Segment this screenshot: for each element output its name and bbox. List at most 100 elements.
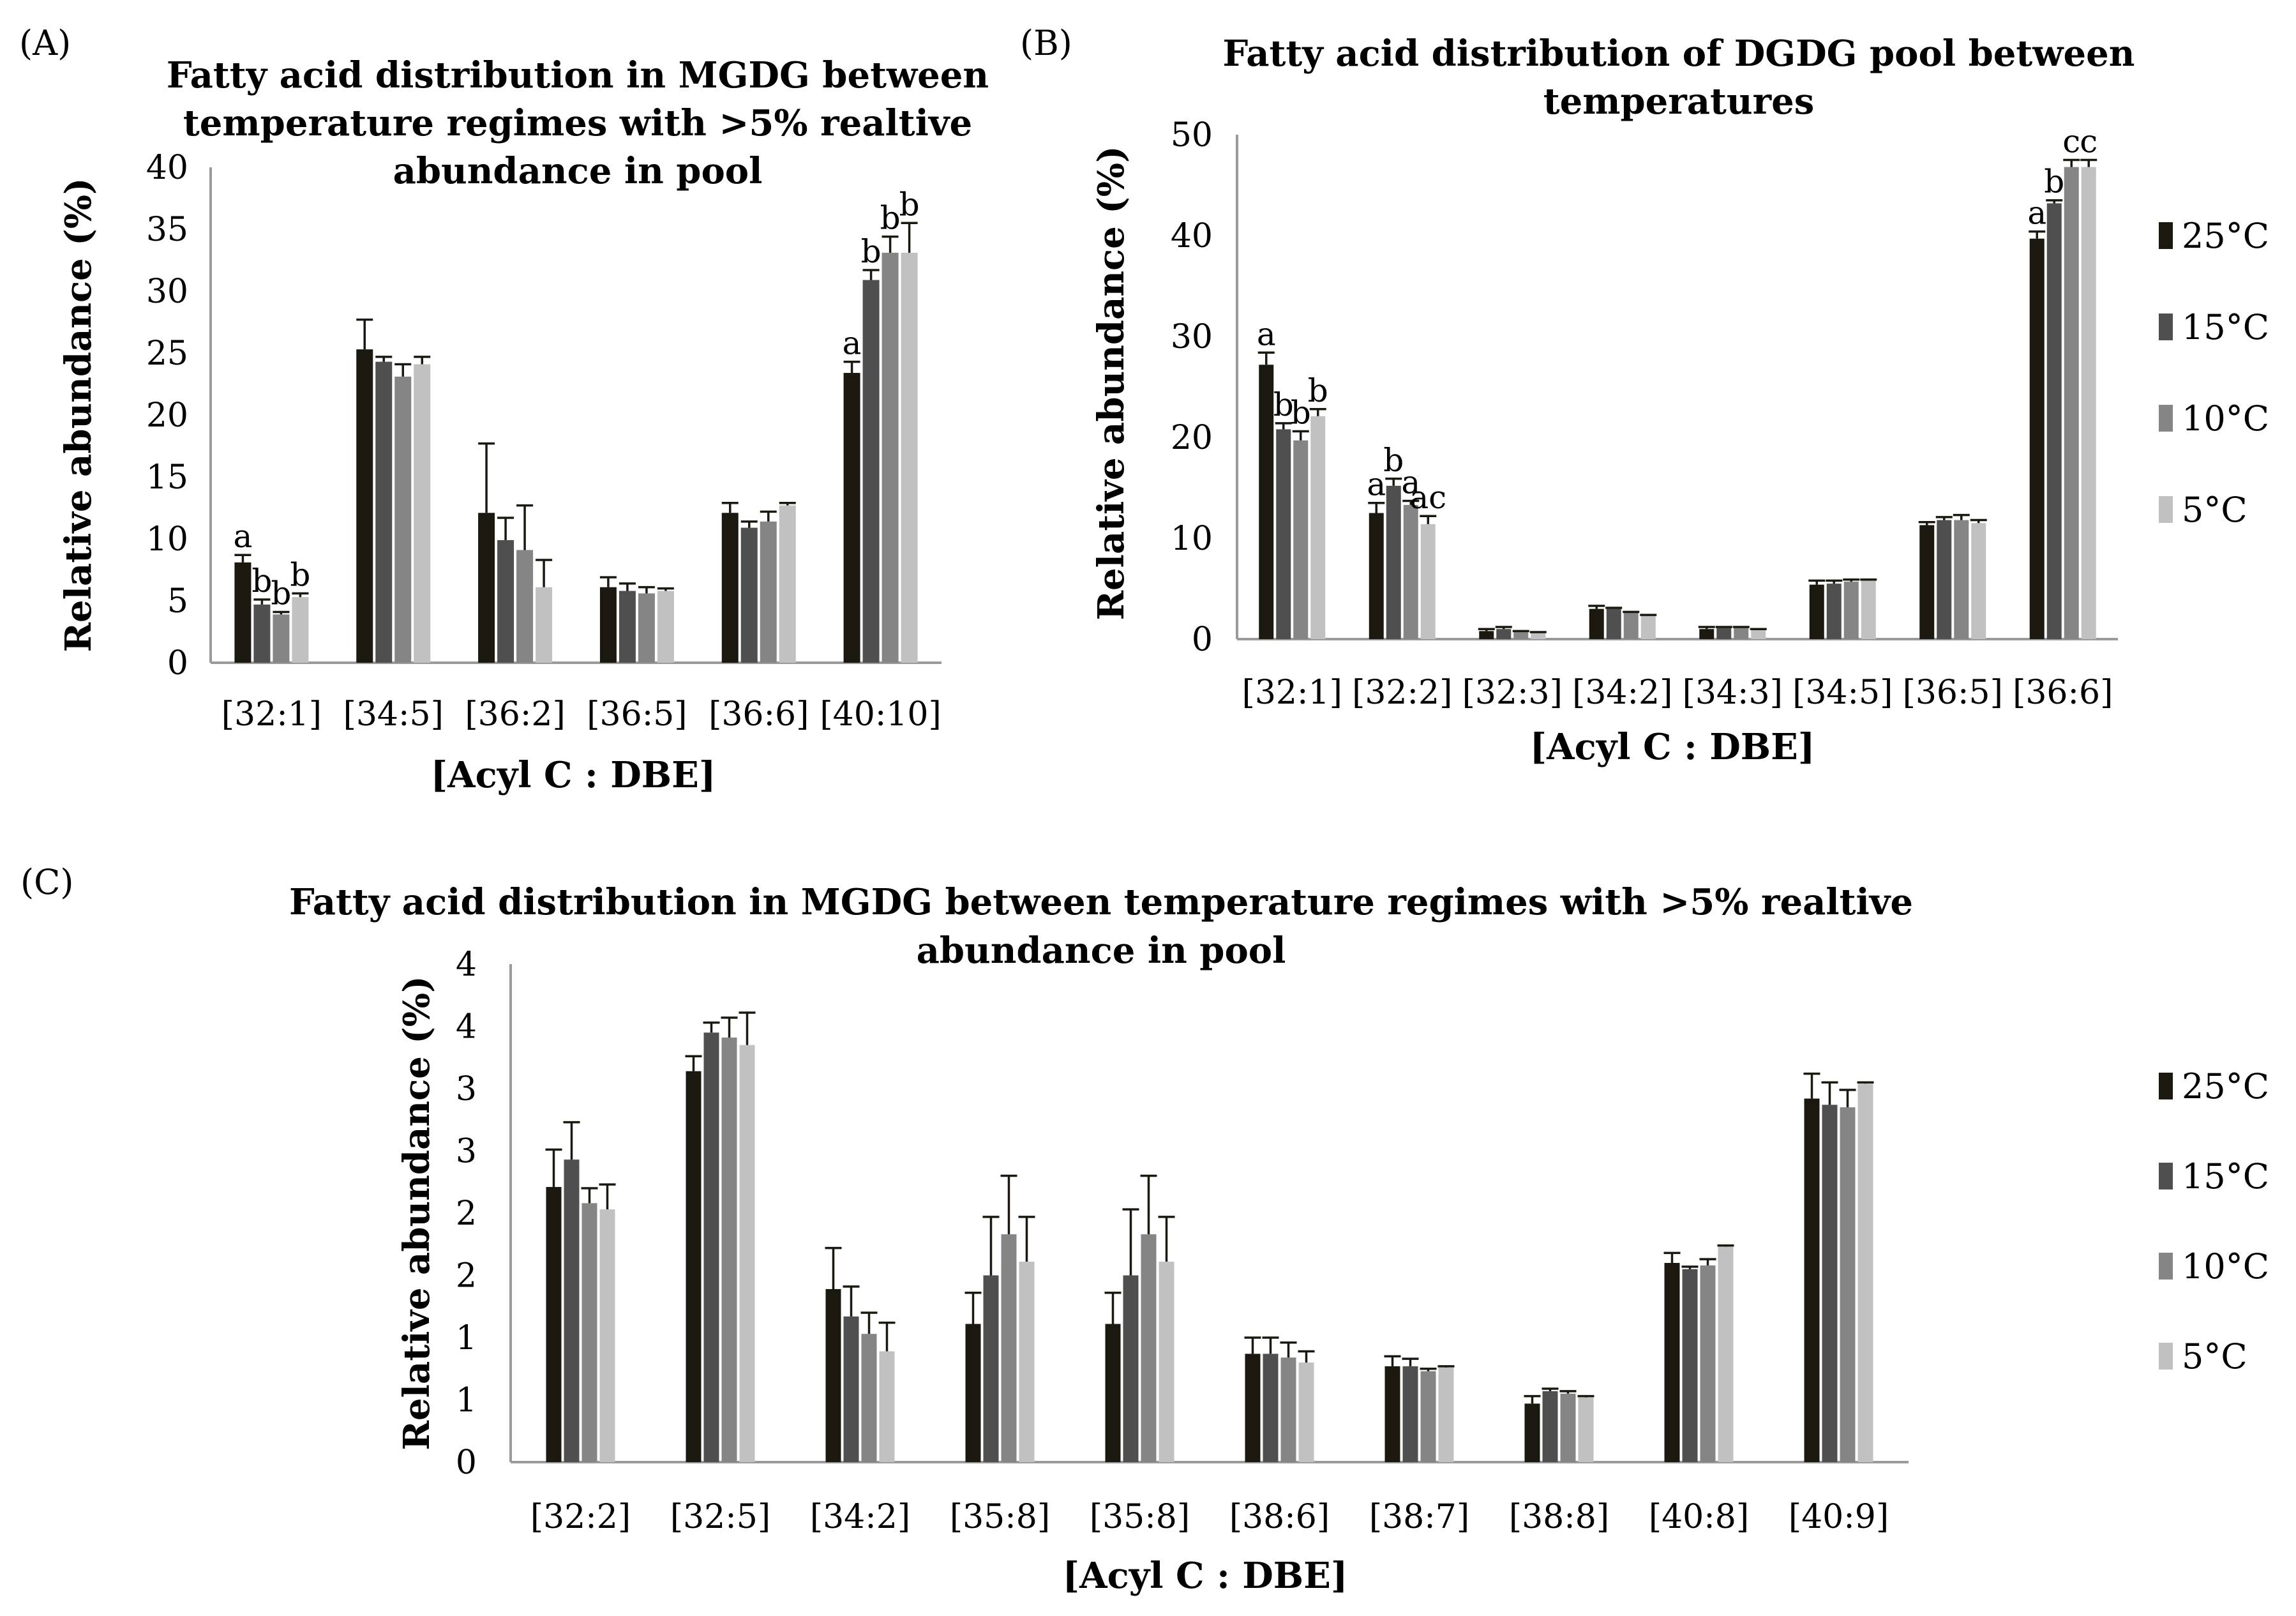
panel-b-bar [1843, 581, 1859, 639]
panel-b-y-tick-label: 40 [1171, 217, 1213, 255]
panel-b-significance-label: b [2044, 163, 2064, 200]
panel-a-significance-label: b [861, 233, 882, 270]
panel-b-significance-label: a [1367, 466, 1386, 503]
panel-b-y-tick-label: 20 [1171, 419, 1213, 457]
panel-a-bar [292, 597, 309, 663]
panel-a-bar [657, 591, 674, 663]
panel-a-significance-label: b [290, 556, 310, 593]
panel-b-bar [1826, 584, 1842, 639]
panel-a-category-label: [36:6] [709, 695, 809, 734]
panel-b-legend-label: 10°C [2182, 398, 2269, 439]
panel-a-y-tick-label: 25 [146, 335, 188, 373]
panel-a-significance-label: b [880, 200, 901, 237]
panel-b-bar [1937, 520, 1952, 639]
panel-b-y-tick-label: 10 [1171, 520, 1213, 558]
panel-c-bar [1402, 1366, 1418, 1462]
panel-b-y-axis-title: Relative abundance (%) [1090, 146, 1132, 621]
panel-a-bar [414, 364, 431, 663]
panel-a-bar [497, 540, 514, 663]
panel-c-bar [564, 1159, 580, 1462]
panel-b-bar [1276, 429, 1291, 639]
panel-c-y-tick-label: 3 [456, 1133, 477, 1171]
panel-b-bar [1623, 612, 1639, 639]
panel-a-bar [740, 527, 758, 663]
panel-c-bar [1560, 1393, 1576, 1462]
panel-c-y-tick-label: 0 [456, 1444, 477, 1482]
panel-c-category-label: [38:7] [1369, 1498, 1469, 1536]
panel-b-bar [1954, 520, 1969, 639]
panel-b-bar [1259, 365, 1274, 639]
panel-c-bar [1840, 1107, 1856, 1462]
panel-b-legend: 25°C 15°C 10°C 5°C [2159, 216, 2269, 530]
panel-a-bar [882, 252, 899, 663]
panel-c-title-line-2: abundance in pool [917, 930, 1286, 972]
panel-a-significance-label: a [234, 518, 253, 555]
panel-b-significance-label: ac [1409, 479, 1446, 516]
panel-c-bar [599, 1209, 615, 1462]
panel-c-bar [965, 1324, 981, 1462]
panel-a-bar [721, 513, 739, 663]
panel-b-y-tick-label: 0 [1192, 621, 1213, 659]
panel-c-bar [1524, 1403, 1540, 1462]
panel-b-bar [2064, 167, 2079, 639]
panel-a-title-line-2: temperature regimes with >5% realtive [183, 102, 972, 144]
panel-b-category-label: [36:6] [2013, 674, 2113, 712]
panel-c-bar [1804, 1098, 1820, 1462]
panel-a-category-label: [34:5] [343, 695, 444, 734]
panel-a-bar [901, 252, 918, 663]
panel-c-bar [1141, 1234, 1157, 1462]
panel-b-bar [1496, 629, 1512, 639]
panel-a-y-tick-label: 20 [146, 396, 188, 435]
panel-a-y-tick-label: 0 [167, 644, 188, 683]
panel-a-bar [619, 591, 636, 663]
panel-b-legend-swatch [2159, 222, 2173, 249]
panel-a: (A) Fatty acid distribution in MGDG betw… [19, 23, 989, 796]
panel-c: (C) Fatty acid distribution in MGDG betw… [20, 862, 2269, 1597]
panel-b-legend-label: 15°C [2182, 307, 2269, 347]
panel-b-bar [1531, 633, 1546, 639]
panel-a-label: (A) [19, 23, 71, 63]
panel-b-title-line-2: temperatures [1543, 80, 1815, 123]
panel-b-category-label: [36:5] [1903, 674, 2003, 712]
panel-a-bar [779, 505, 796, 663]
panel-b-significance-label: a [1257, 315, 1276, 352]
panel-c-legend-label: 15°C [2182, 1156, 2269, 1197]
panel-b-title-line-1: Fatty acid distribution of DGDG pool bet… [1223, 33, 2135, 75]
panel-b-bar [1420, 524, 1436, 639]
panel-c-legend-swatch [2159, 1073, 2173, 1099]
panel-b-bar [1386, 485, 1401, 639]
panel-c-legend-swatch [2159, 1253, 2173, 1280]
panel-b-y-tick-label: 30 [1171, 318, 1213, 356]
panel-a-bar [478, 513, 495, 663]
panel-c-bar [1298, 1363, 1314, 1462]
panel-c-bar [1857, 1084, 1873, 1462]
panel-c-bar [843, 1316, 859, 1462]
panel-b-legend-swatch [2159, 313, 2173, 340]
panel-b-significance-label: b [1383, 442, 1404, 479]
panel-c-bar [1664, 1263, 1680, 1462]
panel-c-y-axis-title: Relative abundance (%) [396, 976, 438, 1451]
panel-c-bar [1105, 1324, 1121, 1462]
panel-a-bar [599, 587, 617, 663]
panel-c-legend-label: 5°C [2182, 1336, 2247, 1377]
panel-c-bar [879, 1351, 895, 1462]
panel-a-y-tick-label: 5 [167, 582, 188, 621]
panel-b-bar [1919, 525, 1935, 639]
panel-b-bar [1699, 629, 1714, 639]
panel-a-significance-label: a [843, 325, 862, 362]
panel-b-bar [1606, 608, 1621, 639]
panel-b-bar [1513, 631, 1529, 639]
panel-c-category-label: [32:2] [530, 1498, 631, 1536]
panel-c-y-tick-label: 3 [456, 1070, 477, 1108]
panel-a-bar [843, 373, 860, 663]
panel-a-x-axis-title: [Acyl C : DBE] [431, 754, 716, 796]
panel-b-bar [1861, 580, 1876, 639]
panel-c-category-label: [34:2] [810, 1498, 910, 1536]
panel-c-category-label: [40:9] [1789, 1498, 1889, 1536]
panel-b-bar [1293, 440, 1309, 639]
panel-a-bar [638, 593, 655, 663]
panel-c-bar [1019, 1262, 1035, 1462]
panel-b-bar [2081, 167, 2096, 639]
